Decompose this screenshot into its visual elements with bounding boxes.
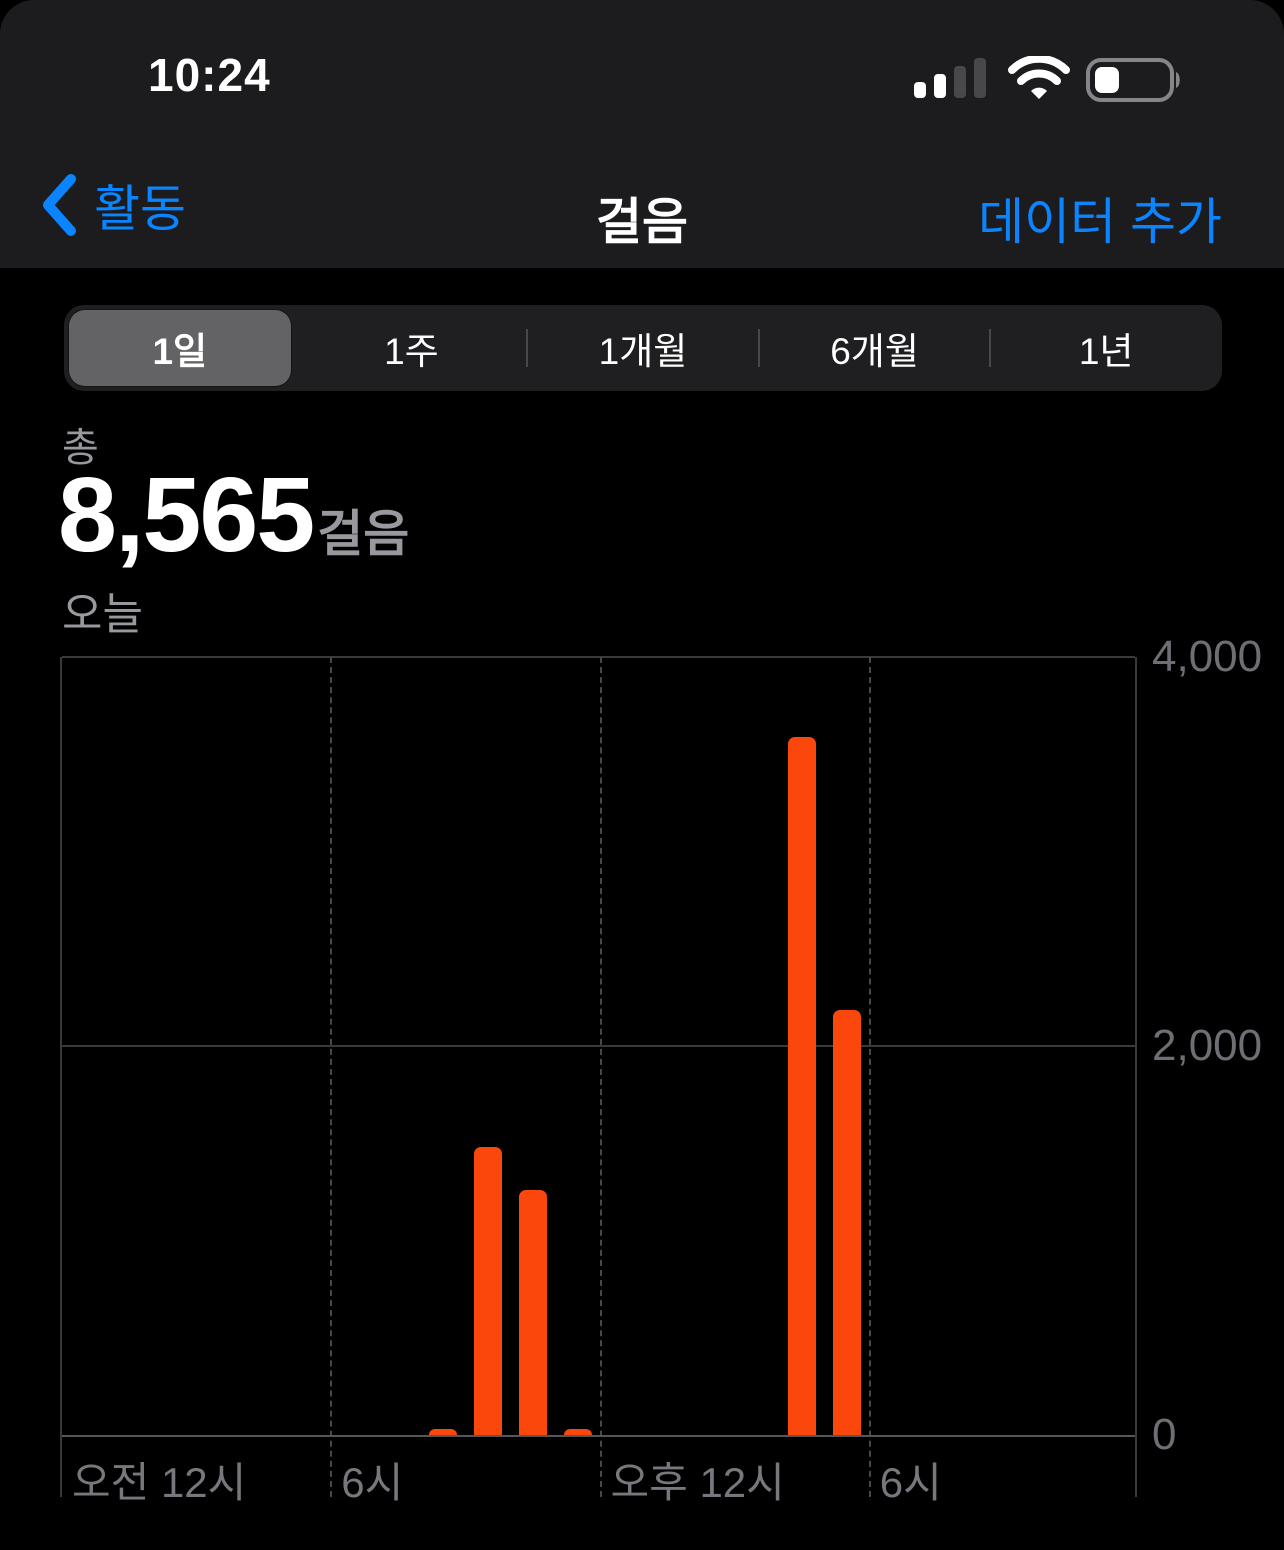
x-tick-label-12h: 오후 12시: [610, 1459, 785, 1506]
bar-hour-8[interactable]: [429, 1429, 458, 1435]
cellular-bar-empty: [954, 66, 966, 98]
segment-label: 1주: [384, 331, 439, 372]
cellular-bar-empty: [974, 58, 986, 98]
back-button[interactable]: 활동: [42, 170, 186, 240]
status-icons: [914, 52, 1184, 106]
segment-divider: [989, 329, 992, 367]
status-time: 10:24: [148, 49, 271, 101]
cellular-signal-icon: [914, 58, 988, 98]
chevron-left-icon: [43, 174, 76, 236]
zero-axis-line: [62, 1435, 1135, 1437]
battery-icon: [1086, 58, 1180, 102]
bar-hour-10[interactable]: [519, 1189, 548, 1435]
segment-1개월[interactable]: 1개월: [527, 305, 760, 391]
gridline-h-4000: [62, 656, 1135, 658]
add-data-button[interactable]: 데이터 추가: [978, 194, 1222, 250]
gridline-v-6h: [330, 657, 333, 1497]
segment-label: 1년: [1078, 331, 1134, 372]
x-tick-label-6h: 6시: [341, 1459, 404, 1506]
gridline-v-18h: [868, 657, 871, 1497]
gridline-h-2000: [62, 1045, 1135, 1047]
bar-hour-11[interactable]: [564, 1429, 593, 1435]
segment-1일[interactable]: 1일: [64, 305, 296, 391]
total-label: 총: [62, 426, 99, 470]
plot-area: [60, 656, 1137, 1497]
page-title: 걸음: [596, 194, 688, 250]
bar-hour-16[interactable]: [788, 736, 817, 1435]
y-tick-label-4,000: 4,000: [1152, 632, 1263, 681]
back-label: 활동: [94, 181, 186, 237]
segment-label: 6개월: [830, 331, 919, 372]
segment-label: 1일: [152, 331, 208, 372]
cellular-bar-filled: [914, 82, 926, 98]
y-tick-label-2,000: 2,000: [1152, 1021, 1263, 1070]
segment-1년[interactable]: 1년: [990, 305, 1222, 391]
segment-1주[interactable]: 1주: [296, 305, 529, 391]
gridline-v-12h: [599, 657, 602, 1497]
y-tick-label-0: 0: [1152, 1410, 1177, 1459]
bar-hour-17[interactable]: [833, 1010, 862, 1435]
segment-6개월[interactable]: 6개월: [759, 305, 992, 391]
wifi-icon: [1008, 56, 1070, 99]
segment-divider: [526, 329, 529, 367]
segment-divider: [757, 329, 760, 367]
status-nav-panel: 10:24 활동 걸음 데이터 추가: [0, 0, 1284, 268]
total-steps-value: 8,565: [58, 456, 315, 574]
period-label: 오늘: [62, 590, 143, 639]
range-segmented-control: 1일 1주 1개월 6개월 1년: [64, 305, 1222, 391]
total-steps-unit: 걸음: [317, 506, 410, 562]
total-steps: 8,565 걸음: [58, 462, 409, 568]
cellular-bar-filled: [934, 74, 946, 98]
x-tick-label-18h: 6시: [879, 1459, 942, 1506]
x-tick-label-0h: 오전 12시: [72, 1459, 247, 1506]
segment-label: 1개월: [598, 331, 688, 372]
bar-hour-9[interactable]: [474, 1147, 503, 1435]
